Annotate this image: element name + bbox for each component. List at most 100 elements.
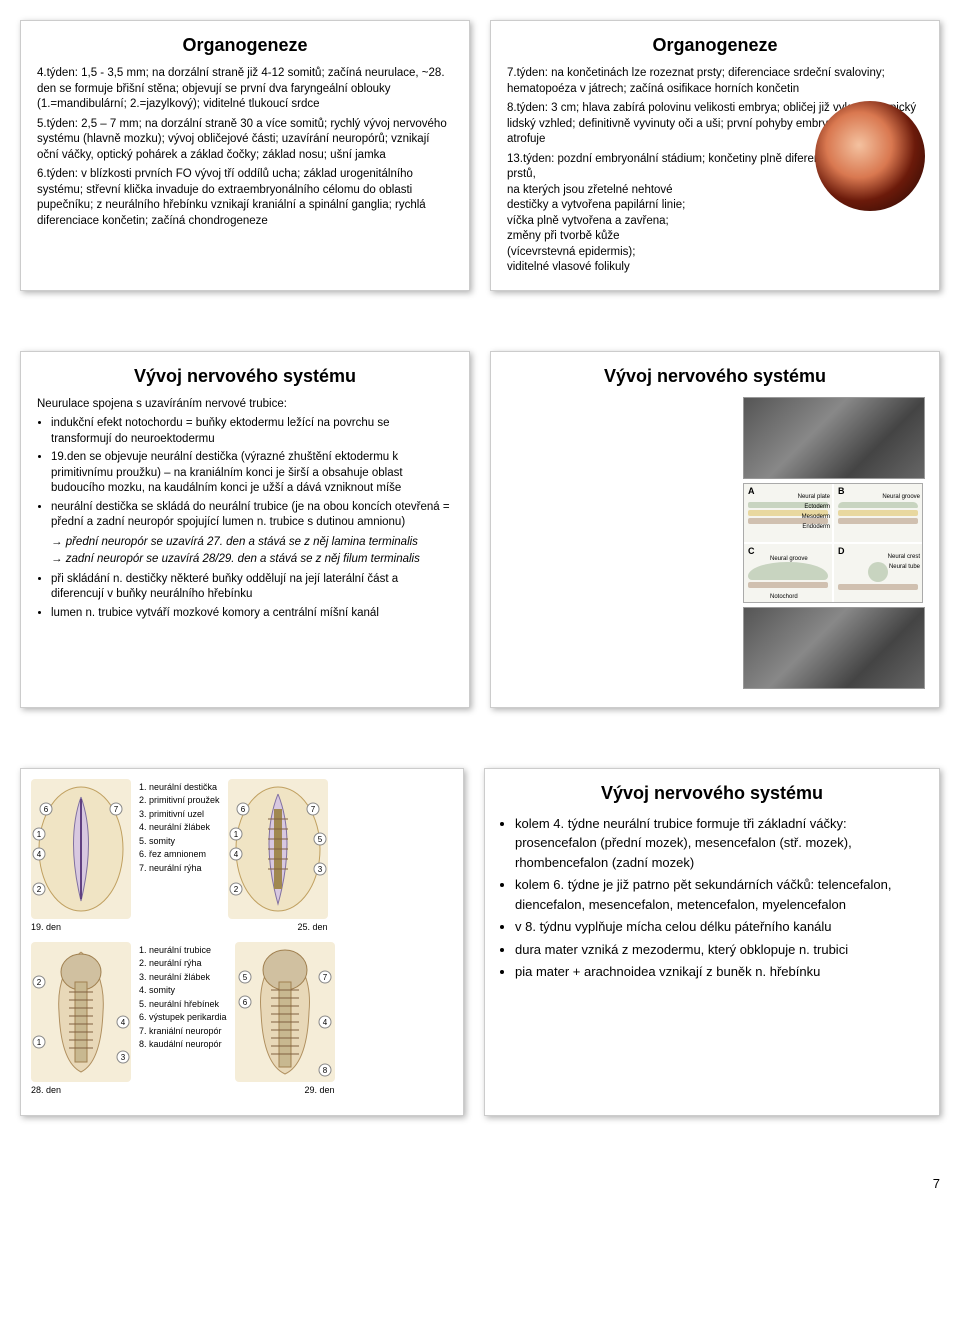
legend-item: 3. primitivní uzel xyxy=(139,808,220,822)
svg-text:7: 7 xyxy=(322,973,327,982)
panel-b: B Neural groove xyxy=(834,484,922,542)
svg-text:2: 2 xyxy=(37,885,42,894)
item: 4.týden: 1,5 - 3,5 mm; na dorzální stran… xyxy=(37,66,453,113)
nerve-diagram-col: A Neural plate Ectoderm Mesoderm Endoder… xyxy=(743,397,923,693)
legend-item: 5. somity xyxy=(139,835,220,849)
svg-text:4: 4 xyxy=(322,1018,327,1027)
panel-a: A Neural plate Ectoderm Mesoderm Endoder… xyxy=(744,484,832,542)
svg-text:5: 5 xyxy=(317,835,322,844)
embryo-29: 5 6 7 4 8 29. den xyxy=(235,942,335,1095)
legend-item: 1. neurální trubice xyxy=(139,944,227,958)
svg-text:3: 3 xyxy=(121,1053,126,1062)
fetus-image xyxy=(815,101,925,211)
bullet: při skládání n. destičky některé buňky o… xyxy=(51,572,453,603)
bullets2: při skládání n. destičky některé buňky o… xyxy=(37,572,453,622)
line: na kterých jsou zřetelné nehtové xyxy=(507,183,793,199)
body: 4.týden: 1,5 - 3,5 mm; na dorzální stran… xyxy=(37,66,453,229)
line: změny při tvorbě kůže xyxy=(507,229,793,245)
svg-text:6: 6 xyxy=(242,998,247,1007)
item: 7.týden: na končetinách lze rozeznat prs… xyxy=(507,66,923,97)
embryo-bottom-row: 2 1 4 3 28. den 1. neurální trubice 2. n… xyxy=(31,942,453,1095)
bullet: 19.den se objevuje neurální destička (vý… xyxy=(51,450,453,497)
lead: Neurulace spojena s uzavíráním nervové t… xyxy=(37,397,453,413)
svg-text:5: 5 xyxy=(242,973,247,982)
legend-item: 2. primitivní proužek xyxy=(139,794,220,808)
embryo-25: 6 7 1 4 5 3 2 25. den xyxy=(228,779,328,932)
legend-item: 6. výstupek perikardia xyxy=(139,1011,227,1025)
embryo-svg-28: 2 1 4 3 xyxy=(31,942,131,1082)
legend-item: 8. kaudální neuropór xyxy=(139,1038,227,1052)
panel-organo-left: Organogeneze 4.týden: 1,5 - 3,5 mm; na d… xyxy=(20,20,470,291)
row-1: Organogeneze 4.týden: 1,5 - 3,5 mm; na d… xyxy=(20,20,940,291)
bullets: kolem 4. týdne neurální trubice formuje … xyxy=(501,814,923,982)
bullet: kolem 6. týdne je již patrno pět sekundá… xyxy=(515,875,923,914)
legend-1: 1. neurální destička 2. primitivní prouž… xyxy=(135,779,224,932)
row-2: Vývoj nervového systému Neurulace spojen… xyxy=(20,351,940,708)
legend-item: 3. neurální žlábek xyxy=(139,971,227,985)
svg-text:6: 6 xyxy=(240,805,245,814)
svg-text:7: 7 xyxy=(114,805,119,814)
svg-text:1: 1 xyxy=(37,830,42,839)
embryo-svg-19: 6 7 1 4 2 xyxy=(31,779,131,919)
item: 6.týden: v blízkosti prvních FO vývoj tř… xyxy=(37,167,453,229)
legend-item: 4. neurální žlábek xyxy=(139,821,220,835)
row-3: 6 7 1 4 2 19. den 1. neurální destička 2… xyxy=(20,768,940,1116)
body: kolem 4. týdne neurální trubice formuje … xyxy=(501,814,923,982)
bullet: dura mater vzniká z mezodermu, který obk… xyxy=(515,940,923,960)
svg-text:1: 1 xyxy=(233,830,238,839)
svg-text:2: 2 xyxy=(37,978,42,987)
bullet: lumen n. trubice vytváří mozkové komory … xyxy=(51,606,453,622)
embryo-top-row: 6 7 1 4 2 19. den 1. neurální destička 2… xyxy=(31,779,453,932)
bullet: indukční efekt notochordu = buňky ektode… xyxy=(51,416,453,447)
panel-organo-right: Organogeneze 7.týden: na končetinách lze… xyxy=(490,20,940,291)
sub: přední neuropór se uzavírá 27. den a stá… xyxy=(37,535,453,551)
svg-text:8: 8 xyxy=(322,1066,327,1075)
list: 4.týden: 1,5 - 3,5 mm; na dorzální stran… xyxy=(37,66,453,229)
panel-d: D Neural crest Neural tube xyxy=(834,544,922,602)
embryo-28: 2 1 4 3 28. den xyxy=(31,942,131,1095)
title: Organogeneze xyxy=(507,35,923,56)
bullet: neurální destička se skládá do neurální … xyxy=(51,500,453,531)
line: destičky a vytvořena papilární linie; xyxy=(507,198,793,214)
legend-item: 6. řez amnionem xyxy=(139,848,220,862)
bullet: v 8. týdnu vyplňuje mícha celou délku pá… xyxy=(515,917,923,937)
embryo-19: 6 7 1 4 2 19. den xyxy=(31,779,131,932)
svg-text:1: 1 xyxy=(37,1038,42,1047)
svg-text:6: 6 xyxy=(44,805,49,814)
bullet: kolem 4. týdne neurální trubice formuje … xyxy=(515,814,923,873)
legend-item: 7. kraniální neuropór xyxy=(139,1025,227,1039)
svg-text:2: 2 xyxy=(233,885,238,894)
line: viditelné vlasové folikuly xyxy=(507,260,793,276)
day-label: 29. den xyxy=(235,1085,335,1095)
sem-image-bottom xyxy=(743,607,925,689)
svg-text:7: 7 xyxy=(310,805,315,814)
legend-item: 5. neurální hřebínek xyxy=(139,998,227,1012)
sub: zadní neuropór se uzavírá 28/29. den a s… xyxy=(37,552,453,568)
nerve-panels: A Neural plate Ectoderm Mesoderm Endoder… xyxy=(743,483,923,603)
bullets: indukční efekt notochordu = buňky ektode… xyxy=(37,416,453,531)
body: Neurulace spojena s uzavíráním nervové t… xyxy=(37,397,453,622)
svg-text:3: 3 xyxy=(317,865,322,874)
title: Vývoj nervového systému xyxy=(37,366,453,387)
title: Vývoj nervového systému xyxy=(501,783,923,804)
legend-item: 4. somity xyxy=(139,984,227,998)
day-label: 28. den xyxy=(31,1085,131,1095)
bullet: pia mater + arachnoidea vznikají z buněk… xyxy=(515,962,923,982)
line: víčka plně vytvořena a zavřena; xyxy=(507,214,793,230)
svg-text:4: 4 xyxy=(37,850,42,859)
svg-text:4: 4 xyxy=(233,850,238,859)
day-label: 19. den xyxy=(31,922,131,932)
title: Vývoj nervového systému xyxy=(507,366,923,387)
item: 5.týden: 2,5 – 7 mm; na dorzální straně … xyxy=(37,117,453,164)
panel-nerve-3: Vývoj nervového systému kolem 4. týdne n… xyxy=(484,768,940,1116)
legend-item: 7. neurální rýha xyxy=(139,862,220,876)
panel-embryo: 6 7 1 4 2 19. den 1. neurální destička 2… xyxy=(20,768,464,1116)
title: Organogeneze xyxy=(37,35,453,56)
panel-nerve-right: Vývoj nervového systému A Neural plate E… xyxy=(490,351,940,708)
svg-text:4: 4 xyxy=(121,1018,126,1027)
legend-item: 2. neurální rýha xyxy=(139,957,227,971)
line: (vícevrstevná epidermis); xyxy=(507,245,793,261)
embryo-svg-29: 5 6 7 4 8 xyxy=(235,942,335,1082)
legend-item: 1. neurální destička xyxy=(139,781,220,795)
panel-nerve-left: Vývoj nervového systému Neurulace spojen… xyxy=(20,351,470,708)
